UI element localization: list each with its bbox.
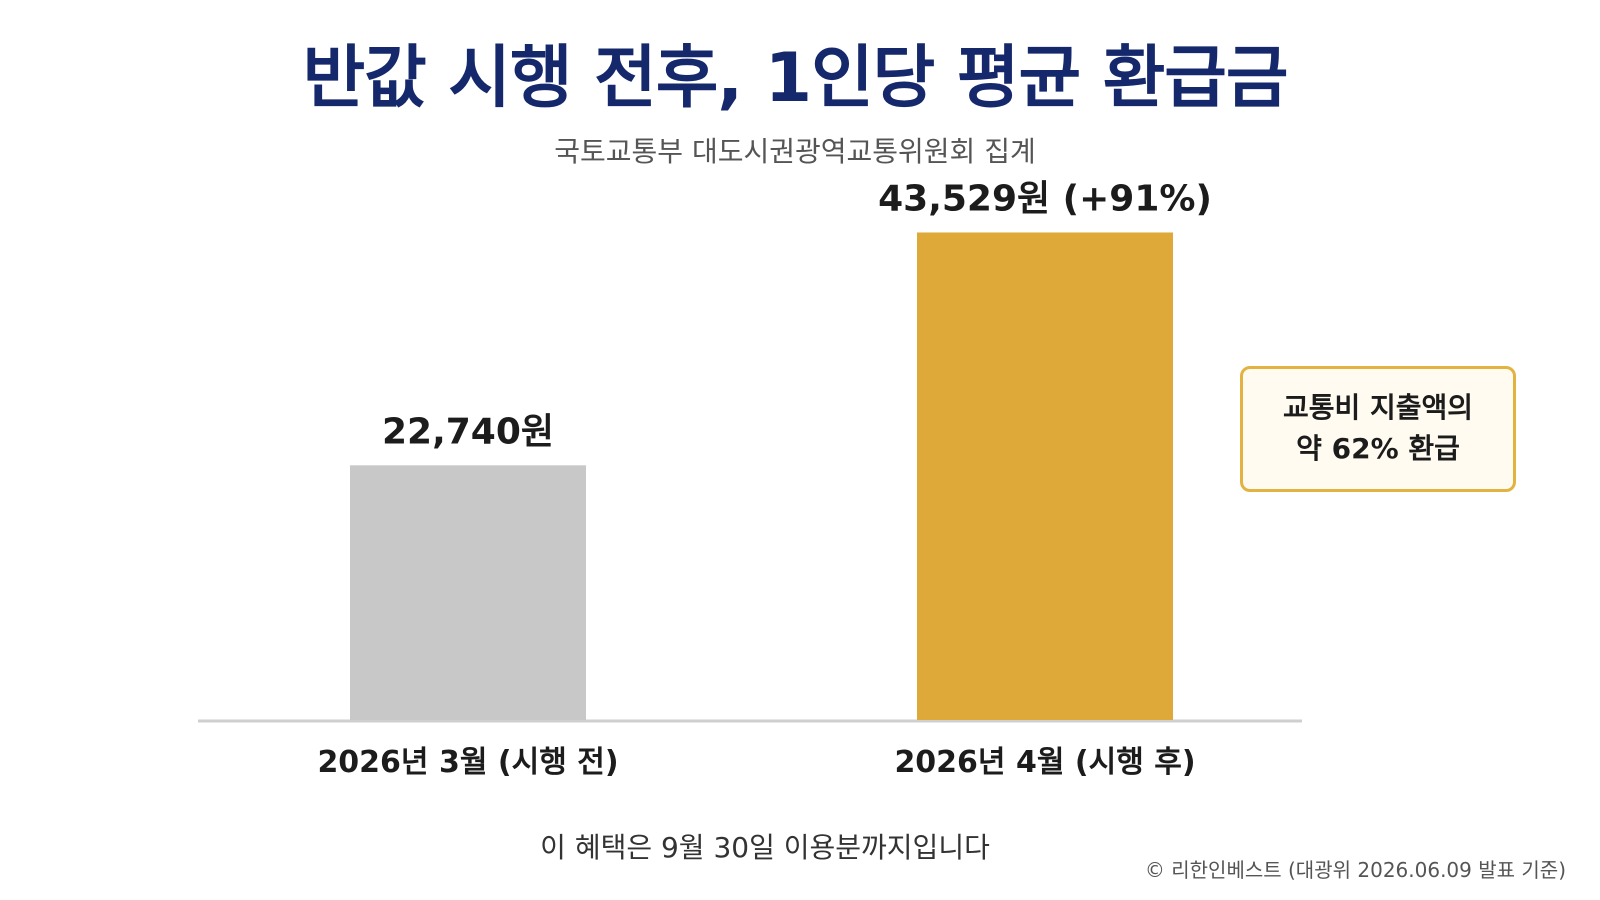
callout-line-2: 약 62% 환급	[1296, 432, 1460, 465]
category-label-2: 2026년 4월 (시행 후)	[894, 745, 1195, 780]
callout-box: 교통비 지출액의 약 62% 환급	[1240, 366, 1516, 492]
value-label-2: 43,529원 (+91%)	[878, 178, 1212, 219]
copyright-text: © 리한인베스트 (대광위 2026.06.09 발표 기준)	[1144, 858, 1566, 882]
chart-title: 반값 시행 전후, 1인당 평균 환급금	[302, 39, 1289, 118]
bar-1	[350, 465, 586, 720]
value-label-1: 22,740원	[382, 411, 554, 452]
chart-subtitle: 국토교통부 대도시권광역교통위원회 집계	[554, 135, 1036, 168]
footnote: 이 혜택은 9월 30일 이용분까지입니다	[540, 831, 990, 864]
bar-2	[917, 232, 1173, 720]
category-label-1: 2026년 3월 (시행 전)	[317, 745, 618, 780]
callout-line-1: 교통비 지출액의	[1282, 391, 1474, 425]
